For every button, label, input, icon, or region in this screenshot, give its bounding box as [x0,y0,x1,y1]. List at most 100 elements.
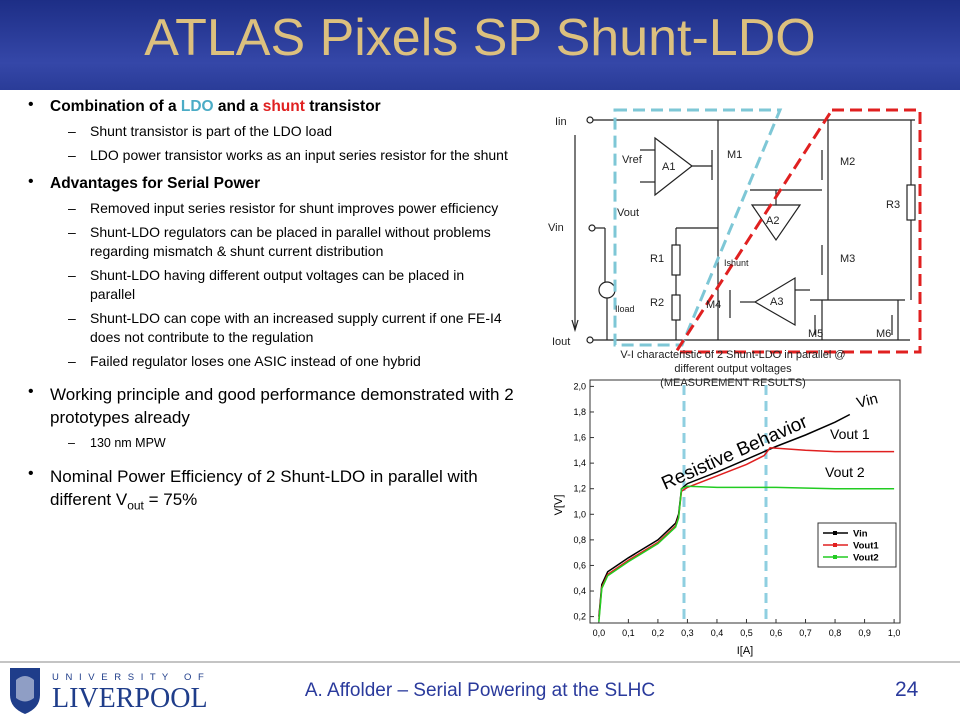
y-tick-label: 2,0 [573,381,586,391]
y-tick-label: 1,8 [573,407,586,417]
sub-text: Shunt-LDO can cope with an increased sup… [90,310,502,345]
shunt-outline [673,108,922,354]
text-run: Advantages for Serial Power [50,175,261,192]
label: M2 [840,156,855,168]
text-run: Working principle and good performance d… [50,385,514,427]
text-run: out [127,498,144,513]
annotation: Resistive Behavior [658,411,811,494]
sub-text: Shunt-LDO regulators can be placed in pa… [90,224,491,259]
label: R2 [650,297,664,309]
text-run: Nominal Power Efficiency of 2 Shunt-LDO … [50,467,478,509]
footer-text: A. Affolder – Serial Powering at the SLH… [304,680,656,701]
annotation: Vout 1 [830,426,870,442]
x-tick-label: 0,7 [799,628,812,638]
sub-bullet: – 130 nm MPW [50,434,510,453]
sub-bullet: – Shunt-LDO regulators can be placed in p… [50,223,510,261]
label: M4 [706,299,721,311]
bullet-text: Combination of a LDO and a shunt transis… [50,96,528,117]
legend-label: Vout1 [853,541,879,552]
label: M6 [876,328,891,340]
x-tick-label: 0,2 [652,628,665,638]
sub-marker: – [68,147,76,163]
sub-text: 130 nm MPW [90,436,166,450]
sub-text: LDO power transistor works as an input s… [90,147,508,163]
series-line [598,413,851,617]
sub-bullet: – Shunt transistor is part of the LDO loa… [50,122,510,141]
annotation: Vout 2 [825,464,865,480]
sub-bullet: – Removed input series resistor for shunt… [50,199,510,218]
text-run: transistor [304,98,381,115]
slide-title: ATLAS Pixels SP Shunt-LDO [144,9,816,67]
label: Iout [552,336,570,348]
label: R1 [650,253,664,265]
text-run: Combination of a [50,98,181,115]
label: A3 [770,296,783,308]
x-tick-label: 0,5 [740,628,753,638]
y-tick-label: 1,0 [573,509,586,519]
sub-text: Shunt-LDO having different output voltag… [90,267,465,302]
legend-label: Vin [853,529,868,540]
annotation: Vin [855,390,880,412]
title-bar [0,0,960,90]
bullet-marker: • [28,96,34,113]
y-tick-label: 0,6 [573,560,586,570]
sub-marker: – [68,123,76,139]
label: Iload [615,304,635,314]
y-tick-label: 1,4 [573,458,586,468]
sub-text: Failed regulator loses one ASIC instead … [90,353,421,369]
bullet-marker: • [28,173,34,190]
schematic [571,116,916,344]
x-axis-label: I[A] [737,645,754,657]
caption-line: different output voltages [674,363,792,375]
caption-line: (MEASUREMENT RESULTS) [660,377,806,389]
x-tick-label: 0,3 [681,628,694,638]
bullet-list: • Combination of a LDO and a shunt transi… [28,96,528,525]
y-tick-label: 1,6 [573,433,586,443]
y-tick-label: 0,4 [573,586,586,596]
plot-frame [589,379,901,624]
y-tick-label: 1,2 [573,484,586,494]
y-tick-label: 0,2 [573,612,586,622]
bullet: • Nominal Power Efficiency of 2 Shunt-LDO… [28,465,528,517]
bullet-text: Advantages for Serial Power [50,173,528,194]
label: A1 [662,161,675,173]
text-run: shunt [262,98,305,115]
sub-marker: – [68,224,76,240]
crest-detail [16,676,34,702]
label: Vin [548,222,564,234]
x-tick-label: 0,6 [770,628,783,638]
label: M3 [840,253,855,265]
sub-bullet: – Shunt-LDO having different output volta… [50,266,510,304]
series-line [598,485,895,622]
sub-bullet: – Failed regulator loses one ASIC instead… [50,352,510,371]
label: Ishunt [724,258,749,268]
label: Iin [555,116,567,128]
label: M1 [727,149,742,161]
x-tick-label: 0,8 [829,628,842,638]
sub-marker: – [68,200,76,216]
label: A2 [766,215,779,227]
legend-marker [833,555,837,559]
y-axis-label: V[V] [553,495,565,516]
sub-marker: – [68,267,76,283]
x-tick-label: 0,1 [622,628,635,638]
label: Vout [617,207,639,219]
chart: 0,0 0,1 0,2 0,3 0,4 0,5 0,6 0,7 0,8 0,9 1,0 0,2 0,4 0… [573,381,900,638]
series-line [598,447,895,620]
x-tick-label: 0,9 [858,628,871,638]
bullet-marker: • [28,465,34,482]
sub-marker: – [68,436,75,450]
bullet-text: Nominal Power Efficiency of 2 Shunt-LDO … [50,465,528,517]
sub-marker: – [68,353,76,369]
university-name: LIVERPOOL [52,683,208,714]
sub-text: Shunt transistor is part of the LDO load [90,123,333,139]
caption-line: V-I characteristic of 2 Shunt-LDO in par… [620,349,845,361]
text-run: = 75% [143,490,198,509]
bullet-marker: • [28,383,34,400]
university-label: U N I V E R S I T Y O F [52,672,206,683]
label: R3 [886,199,900,211]
label: Vref [622,154,643,166]
text-run: and a [213,98,263,115]
